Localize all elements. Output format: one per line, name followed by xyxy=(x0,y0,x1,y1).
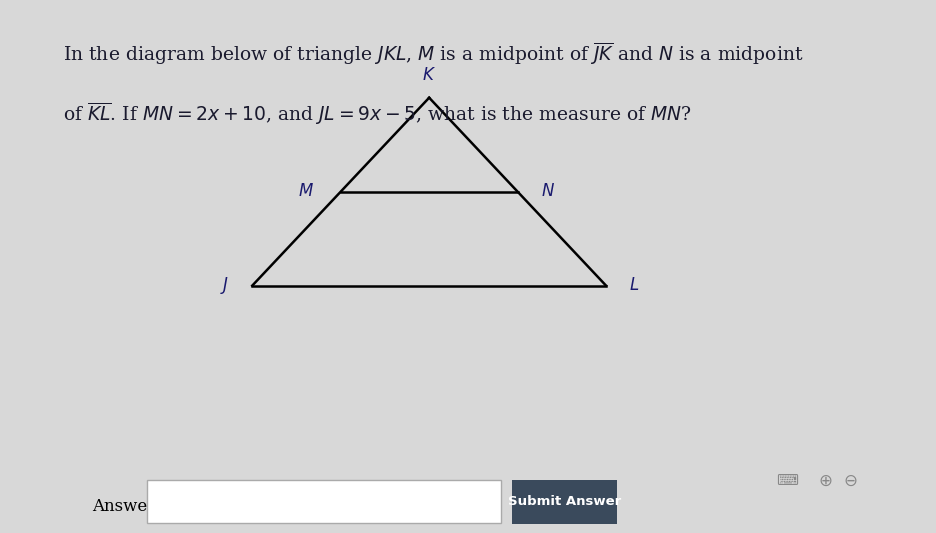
Text: ⌨: ⌨ xyxy=(776,473,798,488)
Text: Answer:: Answer: xyxy=(92,498,161,515)
Text: ⊖: ⊖ xyxy=(843,472,857,489)
Text: $M$: $M$ xyxy=(298,183,314,200)
FancyBboxPatch shape xyxy=(512,480,617,524)
Text: $L$: $L$ xyxy=(629,277,639,294)
FancyBboxPatch shape xyxy=(147,480,501,523)
Text: ⊕: ⊕ xyxy=(818,472,832,489)
Text: Submit Answer: Submit Answer xyxy=(508,495,622,507)
Text: $K$: $K$ xyxy=(422,67,436,84)
Text: In the diagram below of triangle $JKL$, $M$ is a midpoint of $\overline{JK}$ and: In the diagram below of triangle $JKL$, … xyxy=(63,41,803,67)
Text: $J$: $J$ xyxy=(220,275,229,296)
Text: of $\overline{KL}$. If $MN = 2x + 10$, and $JL = 9x - 5$, what is the measure of: of $\overline{KL}$. If $MN = 2x + 10$, a… xyxy=(63,100,692,127)
Text: $N$: $N$ xyxy=(541,183,555,200)
